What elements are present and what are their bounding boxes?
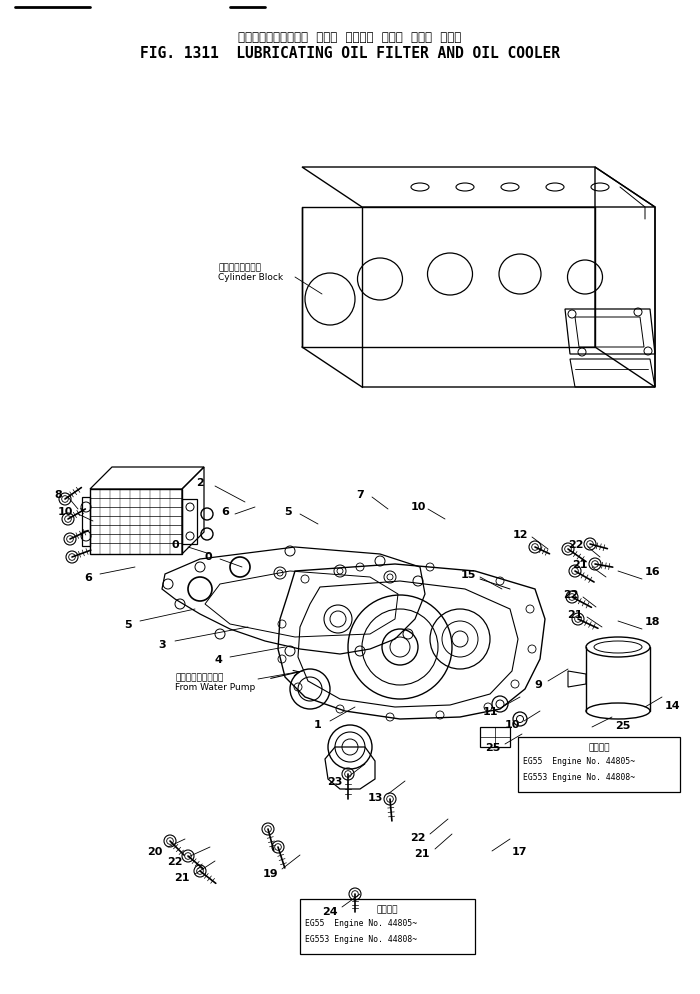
Text: 1: 1 — [314, 720, 322, 730]
Bar — [300, 900, 475, 954]
Text: 5: 5 — [284, 507, 292, 517]
Text: 6: 6 — [84, 573, 92, 582]
Text: 9: 9 — [534, 679, 542, 689]
Text: 10: 10 — [410, 502, 426, 512]
Text: 21: 21 — [414, 848, 430, 858]
Bar — [518, 738, 680, 792]
Text: 10: 10 — [57, 507, 73, 517]
Text: 0: 0 — [204, 552, 212, 562]
Text: 4: 4 — [214, 654, 222, 664]
Text: 12: 12 — [512, 530, 528, 540]
Text: 7: 7 — [356, 489, 364, 500]
Text: 6: 6 — [221, 507, 229, 517]
Text: EG553 Engine No. 44808~: EG553 Engine No. 44808~ — [523, 772, 635, 781]
Text: 18: 18 — [645, 616, 661, 626]
Text: 11: 11 — [482, 707, 498, 717]
Text: 25: 25 — [615, 721, 631, 731]
Text: 20: 20 — [147, 846, 162, 856]
Text: 17: 17 — [512, 846, 528, 856]
Text: 5: 5 — [124, 619, 132, 629]
Text: ウォータポンプから: ウォータポンプから — [175, 673, 223, 682]
Text: 3: 3 — [158, 639, 166, 649]
Text: 14: 14 — [665, 701, 680, 711]
Text: 21: 21 — [567, 609, 582, 619]
Text: FIG. 1311  LUBRICATING OIL FILTER AND OIL COOLER: FIG. 1311 LUBRICATING OIL FILTER AND OIL… — [140, 47, 560, 62]
Text: 15: 15 — [461, 570, 476, 580]
Text: 13: 13 — [368, 792, 383, 802]
Text: 2: 2 — [196, 477, 204, 487]
Text: シリンタブロック: シリンタブロック — [218, 263, 261, 272]
Text: 19: 19 — [262, 868, 278, 878]
Text: 8: 8 — [54, 489, 62, 500]
Text: EG55  Engine No. 44805~: EG55 Engine No. 44805~ — [305, 918, 417, 927]
Text: Cylinder Block: Cylinder Block — [218, 273, 283, 282]
Text: 23: 23 — [328, 776, 343, 786]
Text: EG553 Engine No. 44808~: EG553 Engine No. 44808~ — [305, 934, 417, 943]
Text: 適用号機: 適用号機 — [377, 905, 398, 913]
Text: 22: 22 — [167, 856, 183, 866]
Text: 24: 24 — [322, 907, 338, 916]
Text: 21: 21 — [573, 560, 588, 570]
Text: 適用号機: 適用号機 — [588, 743, 610, 751]
Text: ルーブリケーティング  オイル  フィルタ  および  オイル  クーラ: ルーブリケーティング オイル フィルタ および オイル クーラ — [239, 32, 461, 45]
Text: EG55  Engine No. 44805~: EG55 Engine No. 44805~ — [523, 756, 635, 765]
Text: From Water Pump: From Water Pump — [175, 683, 256, 692]
Text: 16: 16 — [645, 567, 661, 577]
Text: 21: 21 — [174, 872, 190, 882]
Text: 10: 10 — [504, 720, 519, 730]
Text: 22: 22 — [410, 832, 426, 842]
Text: 22: 22 — [564, 589, 579, 599]
Text: 22: 22 — [568, 540, 584, 550]
Text: 0: 0 — [172, 540, 178, 550]
Text: 25: 25 — [485, 743, 500, 752]
